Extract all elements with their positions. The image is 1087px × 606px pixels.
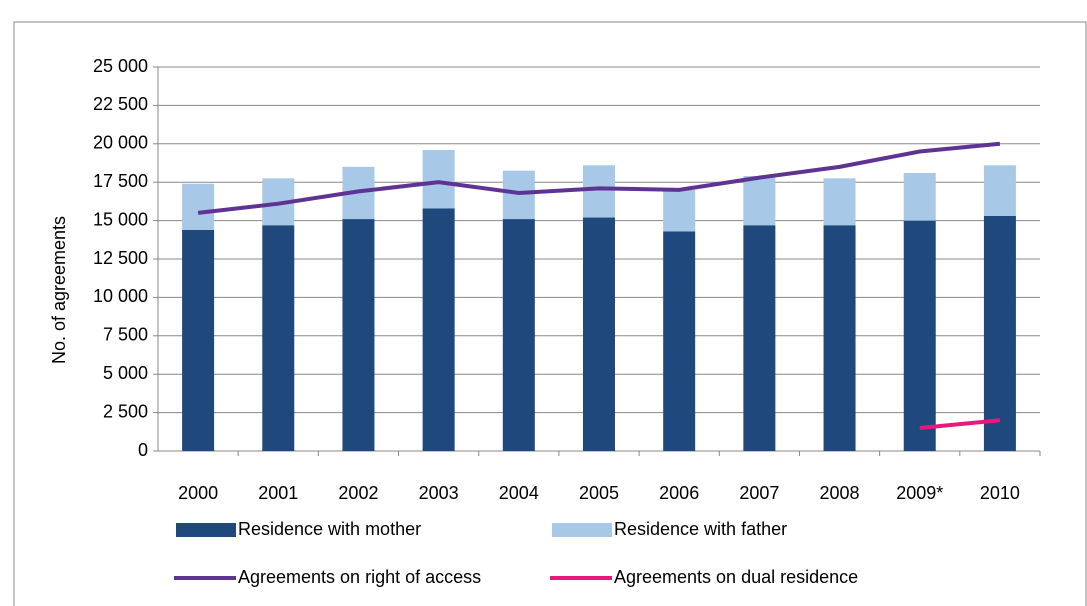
x-tick-label: 2006 bbox=[659, 483, 699, 503]
bar bbox=[983, 215, 1016, 451]
bar bbox=[823, 225, 856, 451]
legend-swatch bbox=[176, 523, 236, 537]
bar bbox=[422, 149, 455, 209]
bar bbox=[903, 172, 936, 221]
legend-label: Agreements on dual residence bbox=[614, 567, 858, 587]
y-tick-label: 15 000 bbox=[93, 209, 148, 229]
bar bbox=[422, 208, 455, 451]
bar bbox=[182, 229, 215, 451]
legend-swatch bbox=[552, 523, 612, 537]
x-tick-label: 2004 bbox=[499, 483, 539, 503]
x-tick-label: 2009* bbox=[896, 483, 943, 503]
x-tick-label: 2002 bbox=[338, 483, 378, 503]
bar bbox=[342, 219, 375, 451]
y-axis-label: No. of agreements bbox=[49, 216, 69, 364]
bar bbox=[743, 225, 776, 451]
y-tick-label: 2 500 bbox=[103, 401, 148, 421]
y-tick-label: 17 500 bbox=[93, 171, 148, 191]
y-tick-label: 0 bbox=[138, 440, 148, 460]
y-tick-label: 12 500 bbox=[93, 248, 148, 268]
bar bbox=[502, 219, 535, 451]
bar bbox=[983, 165, 1016, 216]
x-tick-label: 2008 bbox=[820, 483, 860, 503]
bar bbox=[583, 165, 615, 218]
x-tick-label: 2003 bbox=[419, 483, 459, 503]
y-tick-label: 20 000 bbox=[93, 133, 148, 153]
y-tick-label: 22 500 bbox=[93, 94, 148, 114]
bar bbox=[583, 217, 615, 451]
x-tick-label: 2010 bbox=[980, 483, 1020, 503]
x-tick-label: 2007 bbox=[739, 483, 779, 503]
bar bbox=[663, 231, 696, 451]
chart-frame bbox=[13, 21, 1087, 606]
line bbox=[197, 141, 1001, 215]
y-tick-label: 5 000 bbox=[103, 363, 148, 383]
bar bbox=[663, 189, 696, 232]
legend-label: Residence with father bbox=[614, 519, 787, 539]
legend-label: Residence with mother bbox=[238, 519, 421, 539]
y-tick-label: 10 000 bbox=[93, 286, 148, 306]
bar bbox=[262, 225, 295, 451]
legend-label: Agreements on right of access bbox=[238, 567, 481, 587]
y-tick-label: 7 500 bbox=[103, 325, 148, 345]
x-tick-label: 2000 bbox=[178, 483, 218, 503]
bar bbox=[823, 178, 856, 226]
x-tick-label: 2001 bbox=[258, 483, 298, 503]
y-tick-label: 25 000 bbox=[93, 56, 148, 76]
bar bbox=[182, 183, 215, 230]
bar bbox=[903, 220, 936, 451]
bar bbox=[743, 176, 776, 226]
line bbox=[919, 418, 1001, 430]
x-tick-label: 2005 bbox=[579, 483, 619, 503]
